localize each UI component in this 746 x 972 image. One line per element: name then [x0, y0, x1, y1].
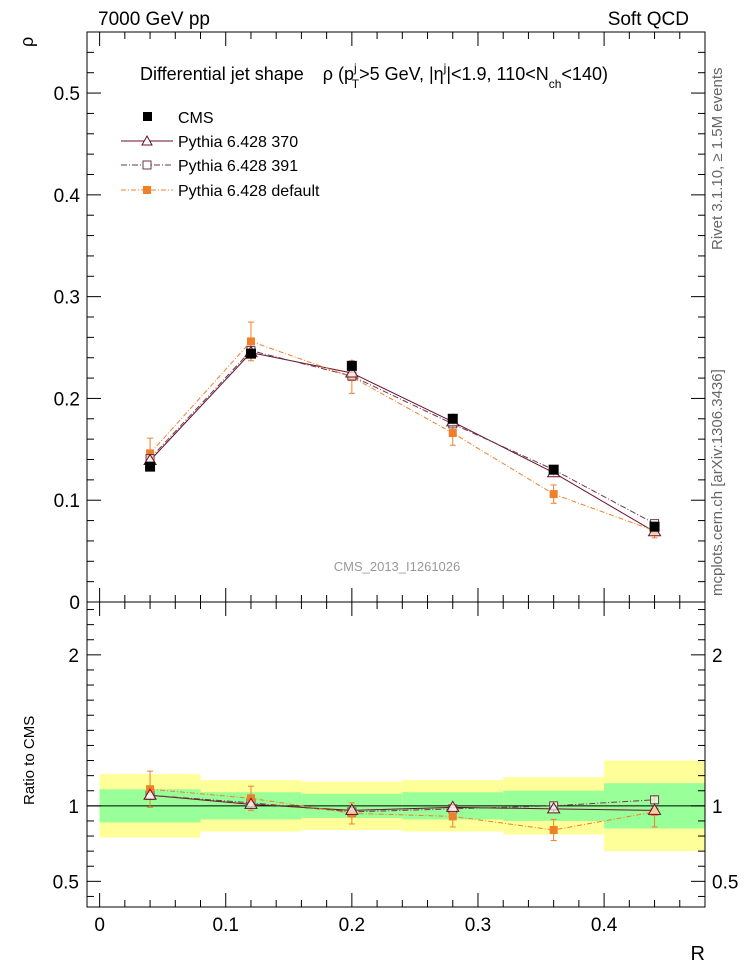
ratio-y-tick-label-right: 1 — [712, 797, 723, 818]
eta-superscript: j — [443, 61, 447, 75]
legend-entry-cms: CMS — [143, 110, 214, 127]
ratio-point-pdefault — [448, 812, 457, 821]
x-tick-label: 0.1 — [213, 915, 239, 936]
point-cms — [245, 348, 256, 359]
legend-marker-pythia-default — [143, 186, 151, 194]
legend-marker-cms — [143, 112, 152, 121]
x-axis-label: R — [691, 943, 705, 965]
main-y-tick-label: 0.4 — [54, 186, 81, 207]
main-plot-series — [143, 321, 662, 539]
ratio-point-p370 — [344, 803, 359, 815]
point-pdefault — [549, 490, 558, 499]
line-p370 — [149, 352, 655, 533]
point-p370 — [344, 366, 359, 378]
plot-title-formula: ρ (p — [323, 64, 354, 84]
legend-label-cms: CMS — [178, 110, 214, 127]
line-p391 — [149, 350, 655, 525]
ratio-y-tick-label-left: 0.5 — [53, 872, 79, 893]
ratio-point-p370 — [244, 797, 258, 809]
ratio-line-p370 — [150, 794, 655, 811]
plot-title-mid1: >5 GeV, |η — [359, 64, 444, 84]
mcplots-label: mcplots.cern.ch [arXiv:1306.3436] — [709, 369, 726, 596]
main-y-tick-label: 0.2 — [54, 389, 80, 410]
main-y-tick-label: 0.5 — [54, 84, 80, 105]
ratio-point-p370 — [647, 803, 662, 815]
ratio-line-pdefault — [150, 788, 655, 831]
process-label: Soft QCD — [608, 9, 689, 30]
analysis-id: CMS_2013_I1261026 — [334, 559, 461, 574]
x-tick-label: 0.3 — [465, 915, 491, 936]
plot-title-main: Differential jet shape — [140, 64, 304, 84]
rivet-label: Rivet 3.1.10, ≥ 1.5M events — [709, 68, 726, 251]
plot-title-mid2: |<1.9, 110<N — [446, 64, 548, 84]
ratio-y-tick-label-left: 2 — [68, 646, 79, 667]
ratio-plot-ticks: 0.5 0.5 1 1 2 2 0 0.1 0.2 0.3 0.4 — [53, 602, 738, 936]
main-y-tick-label: 0.3 — [54, 288, 80, 309]
ratio-plot-series — [143, 770, 662, 842]
pt-superscript: j — [353, 61, 357, 75]
main-y-tick-label: 0.1 — [54, 491, 80, 512]
point-pdefault — [246, 337, 255, 346]
point-cms — [649, 521, 660, 532]
point-pdefault — [146, 449, 155, 458]
ratio-y-tick-label-right: 2 — [712, 646, 723, 667]
line-pdefault — [149, 340, 655, 532]
ratio-point-p391 — [650, 795, 660, 805]
main-y-tick-label: 0 — [69, 593, 80, 614]
legend-entry-pythia-370: Pythia 6.428 370 — [121, 134, 298, 151]
x-tick-label: 0 — [94, 915, 105, 936]
legend-entry-pythia-391: Pythia 6.428 391 — [121, 158, 298, 175]
point-cms — [548, 464, 559, 475]
legend-label-pythia-370: Pythia 6.428 370 — [178, 134, 298, 151]
main-plot-panel: 0.1 0.2 0.3 0.4 0.5 0 Differential jet shape … — [17, 31, 706, 614]
ratio-y-tick-label-right: 0.5 — [712, 872, 738, 893]
ratio-y-tick-label-left: 1 — [68, 797, 79, 818]
ratio-point-pdefault — [549, 825, 558, 834]
ratio-line-p391 — [150, 794, 655, 813]
legend-label-pythia-default: Pythia 6.428 default — [178, 183, 320, 200]
x-tick-label: 0.4 — [591, 915, 618, 936]
legend-marker-pythia-370 — [141, 134, 153, 146]
legend: CMS Pythia 6.428 370 Pythia 6.428 391 Py… — [121, 110, 320, 200]
nch-subscript: ch — [549, 77, 562, 91]
point-pdefault — [448, 429, 457, 438]
ratio-point-p370 — [546, 801, 561, 814]
point-cms — [447, 413, 458, 424]
plot-title: Differential jet shape ρ (pj T>5 GeV, |ηj… — [140, 61, 608, 91]
collision-label: 7000 GeV pp — [98, 9, 210, 30]
legend-label-pythia-391: Pythia 6.428 391 — [178, 158, 298, 175]
legend-marker-pythia-391 — [142, 160, 152, 170]
x-tick-label: 0.2 — [339, 915, 365, 936]
ratio-point-p370 — [445, 800, 460, 812]
main-y-axis-label: ρ — [17, 37, 37, 47]
point-cms — [145, 461, 156, 472]
ratio-point-p370 — [143, 788, 157, 800]
legend-entry-pythia-default: Pythia 6.428 default — [121, 183, 320, 200]
ratio-plot-frame — [86, 601, 706, 908]
point-cms — [346, 360, 357, 371]
pt-subscript: T — [352, 77, 360, 91]
ratio-y-axis-label: Ratio to CMS — [21, 716, 38, 805]
main-plot-ticks: 0.1 0.2 0.3 0.4 0.5 0 — [54, 32, 705, 614]
plot-title-end: <140) — [561, 64, 608, 84]
ratio-plot-panel: 0.5 0.5 1 1 2 2 0 0.1 0.2 0.3 0.4 Ratio to CMS R — [21, 601, 738, 965]
